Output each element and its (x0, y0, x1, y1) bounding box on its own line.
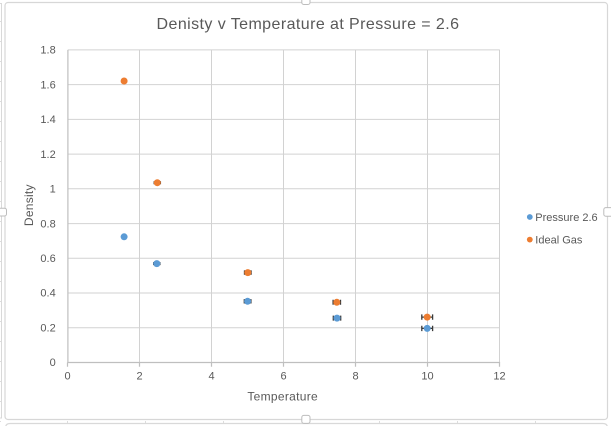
svg-text:10: 10 (421, 371, 433, 383)
svg-text:6: 6 (280, 371, 286, 383)
svg-text:0.8: 0.8 (40, 218, 55, 230)
svg-text:0.4: 0.4 (40, 288, 55, 300)
svg-text:8: 8 (352, 371, 358, 383)
svg-text:12: 12 (493, 371, 505, 383)
svg-text:2: 2 (136, 371, 142, 383)
svg-text:0: 0 (64, 371, 70, 383)
svg-text:Density: Density (22, 184, 36, 226)
svg-text:1.8: 1.8 (40, 45, 55, 57)
svg-text:1.4: 1.4 (40, 114, 55, 126)
svg-text:0.6: 0.6 (40, 253, 55, 265)
svg-text:1: 1 (50, 184, 56, 196)
svg-text:1.6: 1.6 (40, 79, 55, 91)
svg-text:Denisty v Temperature at Press: Denisty v Temperature at Pressure = 2.6 (157, 16, 460, 33)
svg-text:1.2: 1.2 (40, 149, 55, 161)
svg-text:Ideal Gas: Ideal Gas (535, 235, 583, 247)
svg-text:Pressure 2.6: Pressure 2.6 (535, 212, 597, 224)
svg-text:0: 0 (50, 357, 56, 369)
svg-text:4: 4 (208, 371, 214, 383)
svg-text:Temperature: Temperature (247, 389, 318, 403)
svg-text:0.2: 0.2 (40, 323, 55, 335)
